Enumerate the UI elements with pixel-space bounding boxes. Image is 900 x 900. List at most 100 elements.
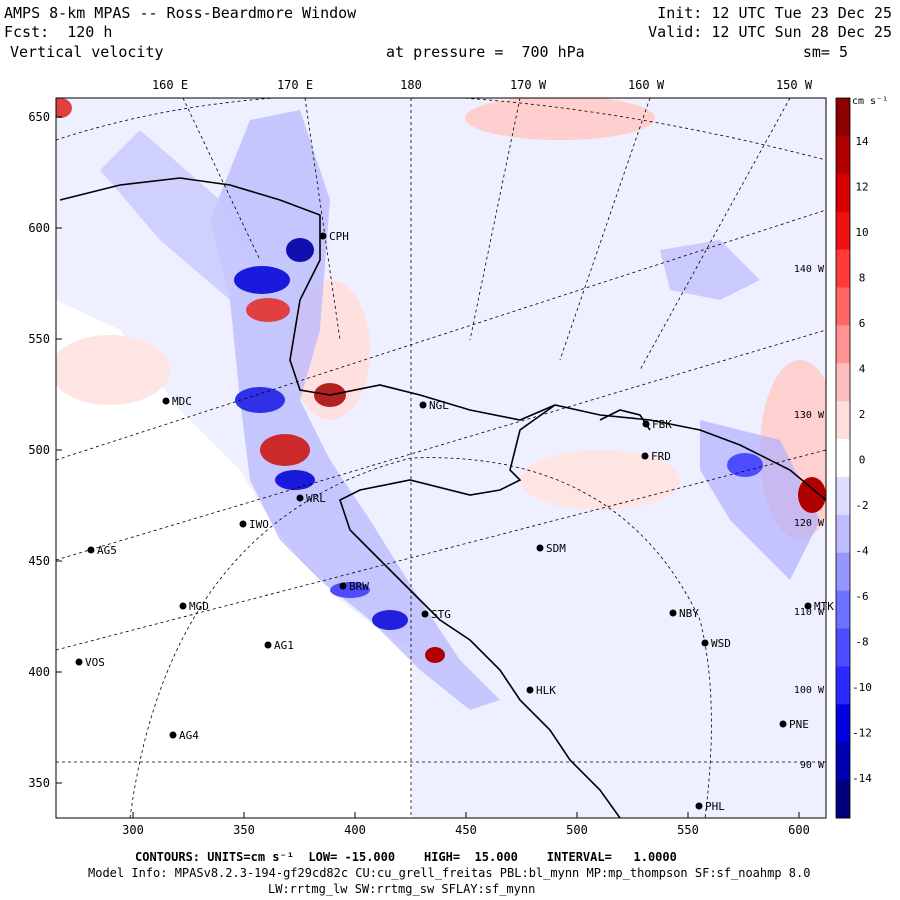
station-marker <box>75 658 83 666</box>
colorbar-label: 12 <box>855 181 868 194</box>
station-label: SDM <box>546 542 566 555</box>
station-hlk[interactable]: HLK <box>526 684 557 697</box>
map-title: AMPS 8-km MPAS -- Ross-Beardmore Window <box>4 4 357 22</box>
station-pne[interactable]: PNE <box>779 718 809 731</box>
station-marker <box>162 397 170 405</box>
station-fbk[interactable]: FBK <box>642 418 673 431</box>
colorbar-segment <box>836 325 850 364</box>
strong-descent <box>235 387 285 413</box>
station-brw[interactable]: BRW <box>339 580 370 593</box>
lon-label: 170 W <box>510 78 547 92</box>
station-marker <box>536 544 544 552</box>
station-marker <box>239 520 247 528</box>
colorbar <box>836 98 850 819</box>
station-stg[interactable]: STG <box>421 608 451 621</box>
lon-label-right: 120 W <box>794 518 825 529</box>
station-marker <box>419 401 427 409</box>
station-marker <box>804 602 812 610</box>
field-layer <box>56 98 826 818</box>
station-marker <box>669 609 677 617</box>
station-sdm[interactable]: SDM <box>536 542 567 555</box>
station-marker <box>169 731 177 739</box>
station-ag1[interactable]: AG1 <box>264 639 294 652</box>
x-tick-label: 550 <box>677 823 699 837</box>
colorbar-label: -12 <box>852 727 872 740</box>
lon-label: 160 W <box>628 78 665 92</box>
colorbar-label: 10 <box>855 226 868 239</box>
pressure-level: at pressure = 700 hPa <box>386 43 585 61</box>
station-mgd[interactable]: MGD <box>179 600 209 613</box>
blue-band <box>100 130 250 300</box>
y-axis: 650 600 550 500 450 400 350 <box>28 110 62 790</box>
colorbar-label: 6 <box>859 317 866 330</box>
colorbar-segment <box>836 780 850 819</box>
colorbar-segment <box>836 287 850 326</box>
station-wsd[interactable]: WSD <box>701 637 731 650</box>
x-tick-label: 500 <box>566 823 588 837</box>
station-label: MGD <box>189 600 209 613</box>
station-marker <box>319 232 327 240</box>
contour-info: CONTOURS: UNITS=cm s⁻¹ LOW= -15.000 HIGH… <box>135 850 677 864</box>
colorbar-label: -8 <box>855 636 868 649</box>
strong-descent <box>234 266 290 294</box>
init-time: Init: 12 UTC Tue 23 Dec 25 <box>657 4 892 22</box>
colorbar-label: 14 <box>855 135 869 148</box>
station-nby[interactable]: NBY <box>669 607 700 620</box>
station-frd[interactable]: FRD <box>641 450 671 463</box>
station-label: MDC <box>172 395 192 408</box>
station-label: VOS <box>85 656 105 669</box>
station-ngl[interactable]: NGL <box>419 399 450 412</box>
pink-patch <box>465 98 655 140</box>
x-tick-label: 300 <box>122 823 144 837</box>
station-ag5[interactable]: AG5 <box>87 544 117 557</box>
strong-descent <box>286 238 314 262</box>
station-wrl[interactable]: WRL <box>296 492 327 505</box>
station-ag4[interactable]: AG4 <box>169 729 200 742</box>
station-marker <box>642 420 650 428</box>
station-marker <box>695 802 703 810</box>
y-tick-label: 550 <box>28 332 50 346</box>
station-label: HLK <box>536 684 556 697</box>
colorbar-label: -2 <box>855 499 868 512</box>
model-info-physics: LW:rrtmg_lw SW:rrtmg_sw SFLAY:sf_mynn <box>268 882 536 896</box>
colorbar-segment <box>836 704 850 743</box>
station-label: NGL <box>429 399 449 412</box>
station-label: PNE <box>789 718 809 731</box>
station-marker <box>87 546 95 554</box>
coastline <box>59 177 826 501</box>
x-tick-label: 600 <box>788 823 810 837</box>
strong-ascent <box>56 98 72 118</box>
lon-label: 180 <box>400 78 422 92</box>
lon-label-right: 110 W <box>794 607 825 618</box>
strong-ascent <box>260 434 310 466</box>
station-label: CPH <box>329 230 349 243</box>
station-label: WSD <box>711 637 731 650</box>
plot-frame <box>55 97 827 819</box>
colorbar-label: -4 <box>855 545 869 558</box>
colorbar-frame <box>835 97 851 819</box>
lon-label-right: 130 W <box>794 410 825 421</box>
model-info: Model Info: MPASv8.2.3-194-gf29cd82c CU:… <box>88 866 811 880</box>
station-iwo[interactable]: IWO <box>239 518 269 531</box>
colorbar-segment <box>836 742 850 781</box>
station-label: NBY <box>679 607 699 620</box>
station-mtk[interactable]: MTK <box>804 600 835 613</box>
x-tick-label: 450 <box>455 823 477 837</box>
station-label: BRW <box>349 580 369 593</box>
station-marker <box>264 641 272 649</box>
map-grid <box>56 98 826 818</box>
station-phl[interactable]: PHL <box>695 800 726 813</box>
station-cph[interactable]: CPH <box>319 230 349 243</box>
white-region <box>56 300 412 818</box>
station-mdc[interactable]: MDC <box>162 395 192 408</box>
y-tick-label: 500 <box>28 443 50 457</box>
station-label: IWO <box>249 518 269 531</box>
station-vos[interactable]: VOS <box>75 656 105 669</box>
y-tick-label: 400 <box>28 665 50 679</box>
lon-label-right: 140 W <box>794 264 825 275</box>
colorbar-label: 0 <box>859 454 866 467</box>
y-tick-label: 600 <box>28 221 50 235</box>
station-marker <box>779 720 787 728</box>
colorbar-units: cm s⁻¹ <box>852 96 888 107</box>
